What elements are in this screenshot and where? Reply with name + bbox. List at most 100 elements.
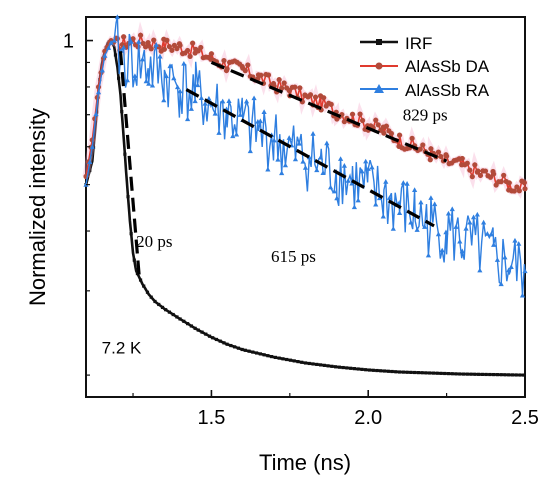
series-layer [82,14,529,377]
data-point [251,350,255,354]
data-point [303,361,308,365]
data-point [95,89,102,95]
data-point [225,342,229,346]
data-point [320,170,326,175]
data-point [185,322,190,326]
data-point [189,324,193,328]
data-point [467,219,473,225]
data-point [327,184,334,190]
data-point [453,224,459,229]
data-point [472,162,478,168]
x-axis-label: Time (ns) [259,450,351,475]
data-point [375,368,379,373]
fit-da-label: 829 ps [403,106,448,125]
data-point [510,373,515,377]
data-point [292,156,299,162]
data-point [200,330,204,334]
data-point [318,363,323,367]
legend-label-irf: IRF [405,34,432,53]
data-point [138,278,143,282]
data-point [164,308,168,312]
fit-irf-line [118,51,141,278]
data-point [381,130,387,136]
data-point [184,47,191,54]
data-point [352,367,357,371]
data-point [345,178,351,183]
data-point [443,229,449,235]
data-point [506,267,512,273]
data-point [126,195,130,199]
data-point [175,315,179,319]
data-point [341,365,345,370]
data-point [417,146,423,152]
data-point [167,63,173,69]
data-point [379,369,383,373]
data-point [518,373,522,377]
data-point [438,153,444,160]
fit-da-line [210,60,448,163]
data-point [169,47,175,53]
data-point [207,334,212,338]
x-tick-label: 2.5 [511,407,539,429]
data-point [129,232,133,236]
data-point [302,165,309,170]
data-point [412,187,418,192]
data-point [435,231,442,237]
series-alassb-da [82,21,529,199]
data-point [102,53,108,58]
data-point [113,53,118,57]
data-point [190,40,196,46]
data-point [484,372,488,377]
data-point [394,370,398,374]
data-point [254,351,259,355]
data-point [503,373,507,377]
data-point [519,292,526,298]
data-point [89,144,95,149]
data-point [243,98,250,104]
data-point [469,174,475,180]
data-point [121,44,127,50]
data-point [275,156,281,162]
data-point [161,46,167,52]
data-point [364,368,368,372]
data-point [373,201,379,207]
data-point [328,101,334,107]
data-point [359,117,366,124]
data-point [148,46,154,52]
data-point [491,171,497,177]
data-point [276,77,282,83]
data-point [401,370,405,374]
data-point [271,137,277,143]
data-point [195,82,201,88]
data-point [367,368,372,372]
data-point [514,184,520,190]
data-point [321,95,327,101]
data-point [416,371,420,375]
data-point [397,370,402,374]
data-point [117,76,121,80]
data-point [334,195,340,201]
data-point [511,188,517,194]
data-point [237,112,243,117]
data-point [458,372,462,376]
data-point [400,180,406,185]
fit-irf-label: 20 ps [136,232,172,251]
plot-frame [85,16,526,398]
data-point [214,337,219,342]
series-alassb-ra [83,14,528,298]
data-point [349,366,353,370]
data-point [388,130,395,137]
data-point [443,371,447,376]
data-point [481,219,487,225]
data-point [166,43,173,50]
data-point [177,42,183,48]
data-point [317,154,324,160]
data-point [449,206,455,212]
data-point [266,354,270,358]
data-point [492,372,496,377]
data-point [99,67,105,73]
data-point [208,51,215,57]
data-point [435,149,442,155]
data-point [198,44,204,51]
data-point [382,369,387,373]
